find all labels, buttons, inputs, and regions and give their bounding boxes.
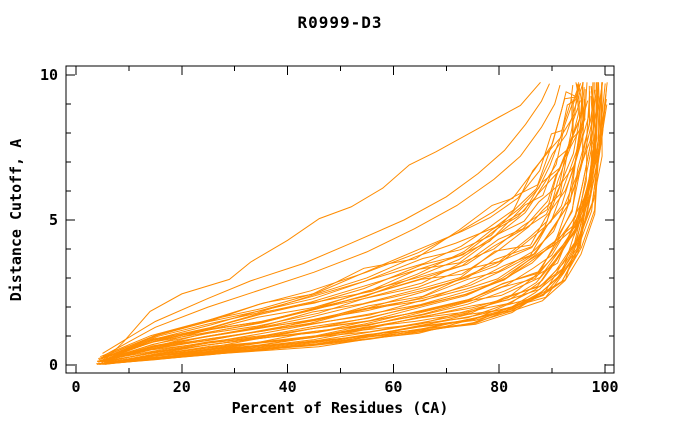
bundle-curve	[103, 84, 579, 359]
x-tick-label: 40	[279, 378, 297, 396]
bundle-curve	[104, 89, 586, 362]
bundle-curve	[101, 82, 578, 359]
y-tick-label: 0	[49, 356, 58, 374]
bundle-curve	[100, 96, 575, 358]
bundle-curve	[103, 85, 574, 357]
y-tick-label: 10	[40, 66, 58, 84]
x-tick-label: 0	[71, 378, 80, 396]
x-tick-label: 80	[490, 378, 508, 396]
bundle-curve	[104, 96, 599, 364]
bundle-curve	[102, 99, 584, 361]
bundle-curve	[99, 82, 584, 362]
bundle-curve	[104, 87, 585, 362]
bundle-curve	[102, 98, 578, 358]
mid-curve-2	[102, 83, 550, 354]
x-tick-label: 100	[591, 378, 618, 396]
bundle-curve	[105, 83, 582, 360]
bundle-curve	[98, 84, 581, 360]
mid-curve-1	[102, 84, 561, 357]
bundle-curve	[105, 91, 591, 363]
outlier-curve	[100, 81, 541, 364]
bundle-curve	[103, 100, 589, 361]
bundle-curve	[102, 82, 588, 362]
y-axis-label: Distance Cutoff, A	[7, 138, 25, 302]
x-tick-label: 20	[173, 378, 191, 396]
bundle-curve	[103, 82, 594, 363]
bundle-curve	[101, 98, 586, 362]
x-axis-label: Percent of Residues (CA)	[231, 399, 449, 417]
bundle-curve	[106, 100, 581, 360]
x-tick-label: 60	[384, 378, 402, 396]
bundle-curve	[99, 83, 606, 365]
bundle-curve	[102, 99, 597, 365]
bundle-curve	[99, 82, 604, 365]
bundle-curve	[104, 82, 598, 363]
y-tick-label: 5	[49, 211, 58, 229]
bundle-curve	[97, 89, 596, 363]
bundle-curve	[101, 98, 585, 362]
chart-title: R0999-D3	[297, 13, 383, 32]
